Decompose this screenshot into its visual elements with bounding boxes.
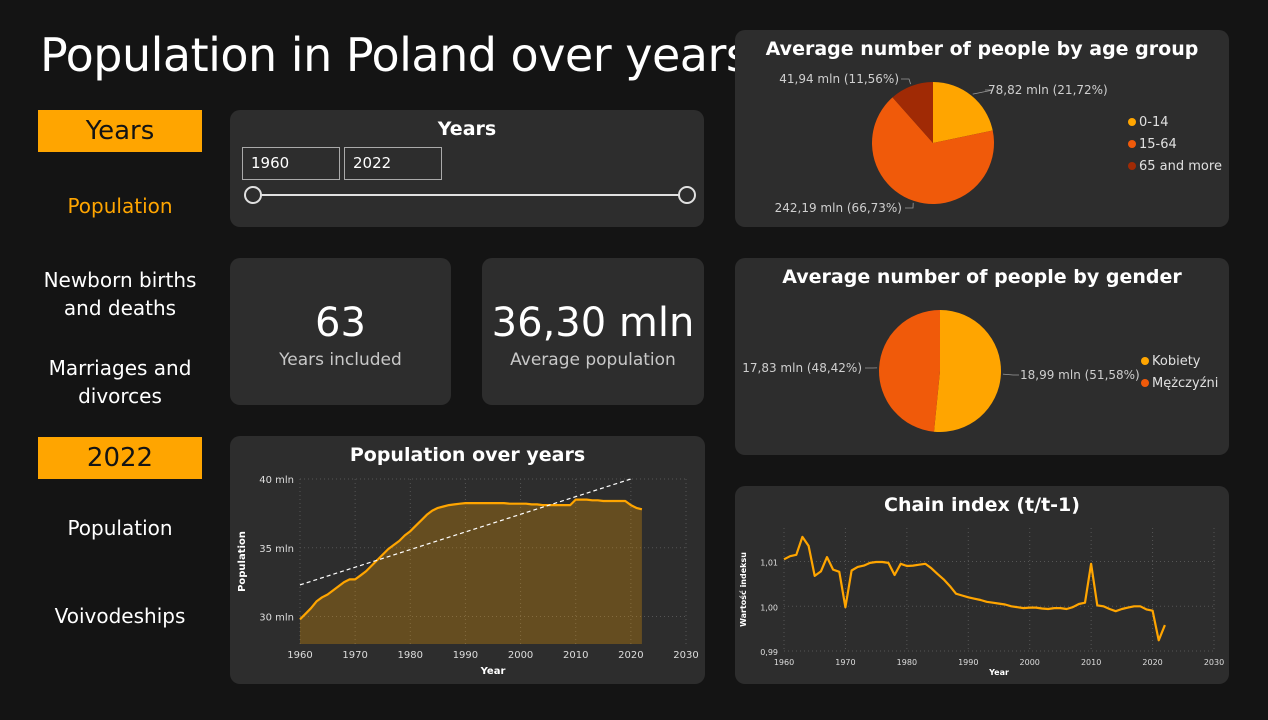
x-axis-label: Year [988, 668, 1009, 677]
y-axis-label: Population [237, 531, 248, 592]
pie-data-label: 41,94 mln (11,56%) [779, 72, 899, 86]
y-axis-label: Wartość indeksu [738, 552, 748, 627]
legend-label[interactable]: 0-14 [1139, 115, 1169, 130]
x-tick-label: 2010 [563, 650, 588, 661]
population-chart[interactable]: 1960 1970 1980 1990 2000 2010 2020 2030 30 mln 35… [230, 436, 705, 684]
gender-pie-title: Average number of people by gender [782, 266, 1182, 288]
pie-slice-15-64[interactable] [872, 97, 995, 204]
pie-slice-65-and-more[interactable] [892, 82, 934, 143]
y-tick-label: 0,99 [760, 648, 778, 657]
x-tick-label: 1970 [342, 650, 367, 661]
nav-header-years: Years [38, 110, 202, 152]
nav-header-2022: 2022 [38, 437, 202, 479]
series-area [300, 499, 642, 644]
y-tick-label: 30 mln [259, 613, 294, 624]
year-slider-start-handle[interactable] [244, 186, 262, 204]
age-pie-title: Average number of people by age group [765, 38, 1199, 60]
x-tick-label: 1970 [835, 658, 855, 667]
legend-marker [1141, 357, 1149, 365]
y-tick-label: 40 mln [259, 475, 294, 486]
x-tick-label: 2020 [618, 650, 643, 661]
x-tick-label: 2000 [1020, 658, 1040, 667]
x-tick-label: 2030 [1204, 658, 1224, 667]
leader-line [972, 89, 994, 95]
age-pie-chart[interactable]: 78,82 mln (21,72%) 0-14 242,19 mln (66,73%… [735, 30, 1229, 227]
kpi-years-label: Years included [279, 350, 402, 370]
nav-item-births-line1: Newborn births [43, 268, 197, 292]
nav-item-population[interactable]: Population [67, 194, 173, 218]
leader-line [1002, 373, 1019, 376]
leader-line [905, 202, 914, 209]
legend-marker [1128, 162, 1136, 170]
nav-item-marriages-line1: Marriages and [48, 356, 192, 380]
chain-chart[interactable]: 1960 1970 1980 1990 2000 2010 2020 2030 0,99 1,00… [735, 486, 1229, 684]
population-chart-card: Population over years 1960 1970 1980 1990 20… [230, 436, 705, 684]
kpi-years-value: 63 [315, 300, 366, 346]
chain-chart-title: Chain index (t/t-1) [884, 494, 1080, 516]
legend-label[interactable]: 15-64 [1139, 137, 1177, 152]
x-tick-label: 1960 [774, 658, 794, 667]
age-pie-card: Average number of people by age group 78… [735, 30, 1229, 227]
x-tick-label: 2020 [1142, 658, 1162, 667]
year-start-input[interactable]: 1960 [242, 147, 340, 180]
years-slicer-card: Years 1960 2022 [230, 110, 704, 227]
x-axis-label: Year [480, 666, 506, 677]
kpi-years-card: 63 Years included [230, 258, 451, 405]
legend-label[interactable]: Kobiety [1152, 354, 1201, 369]
x-tick-label: 2010 [1081, 658, 1101, 667]
nav-item-marriages-divorces[interactable]: Marriages and divorces [20, 354, 220, 410]
nav-item-population-2022[interactable]: Population [67, 516, 173, 540]
x-tick-label: 1980 [398, 650, 423, 661]
x-tick-label: 2000 [508, 650, 533, 661]
slicer-title: Years [437, 118, 497, 140]
pie-slice-kobiety[interactable] [933, 310, 1002, 432]
page-title: Population in Poland over years [40, 28, 750, 82]
year-end-input[interactable]: 2022 [344, 147, 442, 180]
legend-label[interactable]: Mężczyźni [1152, 376, 1218, 391]
nav-item-voivodeships[interactable]: Voivodeships [54, 604, 186, 628]
x-tick-label: 2030 [673, 650, 698, 661]
chain-chart-card: Chain index (t/t-1) 1960 1970 1980 1990 2000… [735, 486, 1229, 684]
pie-data-label: 242,19 mln (66,73%) [775, 201, 902, 215]
kpi-average-card: 36,30 mln Average population [482, 258, 704, 405]
x-tick-label: 1990 [958, 658, 978, 667]
x-tick-label: 1990 [453, 650, 478, 661]
nav-item-births-deaths[interactable]: Newborn births and deaths [20, 266, 220, 322]
pie-data-label: 17,83 mln (48,42%) [742, 361, 862, 375]
population-chart-title: Population over years [349, 444, 586, 466]
series-line[interactable] [299, 498, 643, 621]
pie-data-label: 78,82 mln (21,72%) [988, 83, 1108, 97]
legend-marker [1141, 379, 1149, 387]
nav-item-marriages-line2: divorces [78, 384, 162, 408]
legend-marker [1128, 140, 1136, 148]
y-tick-label: 1,00 [760, 603, 778, 612]
legend-marker [1128, 118, 1136, 126]
kpi-average-value: 36,30 mln [491, 300, 695, 346]
pie-slice-m-czy-ni[interactable] [879, 310, 940, 432]
y-tick-label: 35 mln [259, 544, 294, 555]
y-tick-label: 1,01 [760, 559, 778, 568]
x-tick-label: 1960 [287, 650, 312, 661]
kpi-average-label: Average population [510, 350, 676, 370]
leader-line [901, 78, 911, 85]
trend-line [299, 478, 632, 586]
pie-data-label: 18,99 mln (51,58%) [1020, 368, 1140, 382]
legend-label[interactable]: 65 and more [1139, 159, 1222, 174]
nav-item-births-line2: and deaths [63, 296, 177, 320]
pie-slice-0-14[interactable] [933, 82, 993, 143]
year-slider-end-handle[interactable] [678, 186, 696, 204]
gender-pie-chart[interactable]: 18,99 mln (51,58%) Kobiety 17,83 mln (48,4… [735, 258, 1229, 455]
x-tick-label: 1980 [897, 658, 917, 667]
year-slider-track[interactable] [252, 194, 686, 196]
series-line[interactable] [783, 535, 1166, 642]
gender-pie-card: Average number of people by gender 18,99… [735, 258, 1229, 455]
